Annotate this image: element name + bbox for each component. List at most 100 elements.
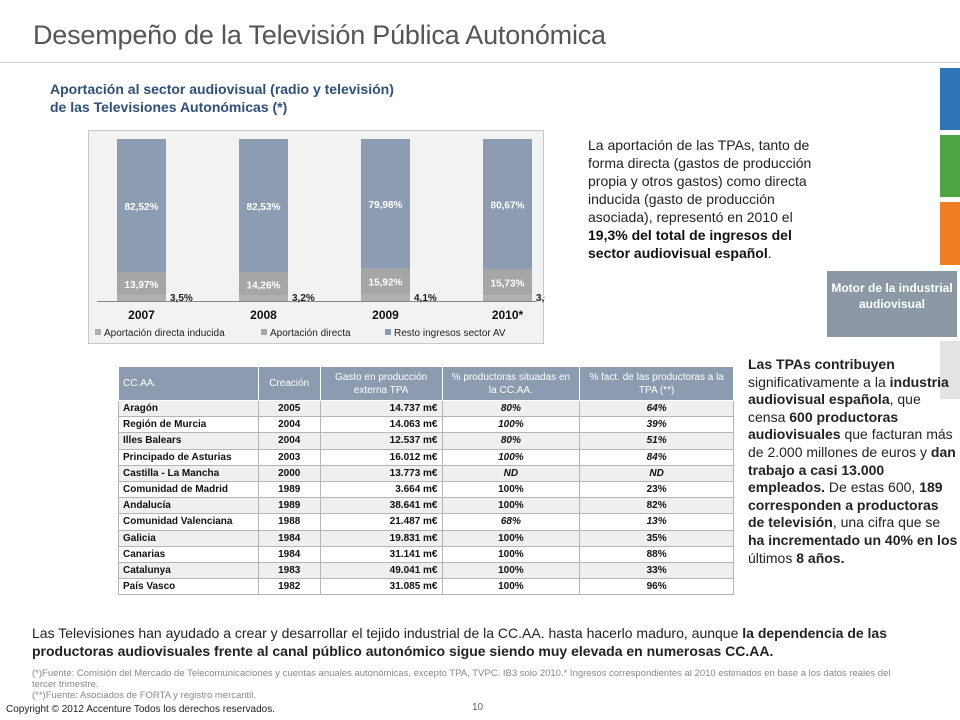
data-label: 14,26% [247,280,281,291]
side-tab-orange[interactable] [940,202,960,265]
tpa-bold-2: industria audiovisual española [748,373,949,408]
cell-gasto: 3.664 m€ [319,480,443,499]
cell-ccaa: Castilla - La Mancha [118,464,259,482]
table-row: Galicia 1984 19.831 m€ 100% 35% [118,529,734,547]
title-divider [0,62,960,63]
tpa-bold-3: 600 productoras audiovisuales [748,408,899,443]
cell-creacion: 1982 [257,578,321,596]
side-tab-green[interactable] [940,135,960,197]
side-tab-blue[interactable] [940,68,960,130]
bar-segment [117,139,166,273]
legend-label: Aportación directa [270,328,351,339]
bar-segment [483,295,532,301]
cell-gasto: 12.537 m€ [319,432,443,450]
cell-gasto: 13.773 m€ [319,464,443,482]
industry-paragraph: Las Televisiones han ayudado a crear y d… [32,624,932,660]
bar-segment [239,272,288,296]
x-tick-label: 2010* [492,308,524,322]
cell-ccaa: Andalucía [118,497,259,515]
motor-label[interactable]: Motor de la industrial audiovisual [827,271,957,337]
cell-pct-fact: 82% [579,497,734,515]
cell-creacion: 2005 [257,399,321,418]
x-tick-label: 2007 [128,308,155,322]
table-row: País Vasco 1982 31.085 m€ 100% 96% [118,578,734,596]
cell-pct-situadas: 100% [441,497,581,515]
legend-swatch [385,329,391,335]
cell-pct-situadas: 100% [441,529,581,547]
cell-ccaa: Canarias [118,545,259,563]
cell-ccaa: Aragón [118,399,259,418]
tpa-text-1: significativamente a la [748,373,890,390]
data-label: 82,53% [247,202,281,213]
cell-gasto: 31.141 m€ [319,545,443,563]
table-row: Catalunya 1983 49.041 m€ 100% 33% [118,561,734,580]
cell-ccaa: Galicia [118,529,259,547]
cell-gasto: 19.831 m€ [319,529,443,547]
cell-pct-situadas: 100% [441,578,581,596]
table-body: Aragón 2005 14.737 m€ 80% 64% Región de Murci… [118,399,734,596]
footnote-2: (**)Fuente: Asociados de FORTA y registr… [32,690,257,701]
cell-pct-fact: 64% [579,399,734,418]
tpa-text-4: De estas 600, [825,479,920,496]
data-label: 3,2% [292,293,315,304]
header-ccaa: CC.AA. [118,366,259,401]
page-number: 10 [472,702,484,713]
data-label: 4,1% [414,293,437,304]
table-row: Illes Balears 2004 12.537 m€ 80% 51% [118,432,734,450]
cell-creacion: 1984 [257,545,321,563]
data-label: 15,92% [369,277,403,288]
cell-ccaa: Illes Balears [118,432,259,450]
cell-pct-situadas: 100% [441,416,581,434]
chart-heading-line1: Aportación al sector audiovisual (radio … [50,81,394,97]
bar-segment [239,139,288,273]
table-row: Castilla - La Mancha 2000 13.773 m€ ND ND [118,464,734,482]
table-row: Principado de Asturias 2003 16.012 m€ 100% 8… [118,448,734,466]
cell-pct-fact: 23% [579,480,734,499]
legend-label: Aportación directa inducida [104,328,225,339]
cell-ccaa: Comunidad de Madrid [118,480,259,499]
tpa-text-5: , una cifra que se [832,514,941,531]
table-row: Aragón 2005 14.737 m€ 80% 64% [118,399,734,418]
bar-segment [361,268,410,295]
cell-pct-fact: 96% [579,578,734,596]
cell-pct-situadas: ND [441,464,581,482]
cell-pct-fact: 13% [579,513,734,531]
bar-segment [117,272,166,296]
cell-pct-fact: 51% [579,432,734,450]
data-label: 82,52% [125,202,159,213]
cell-creacion: 1989 [257,497,321,515]
contribution-bold: 19,3% del total de ingresos del sector a… [588,227,792,261]
industry-bold: la dependencia de las productoras audiov… [32,625,888,659]
cell-pct-situadas: 100% [441,545,581,563]
cell-creacion: 2004 [257,432,321,450]
tpa-text-2: , que censa [748,391,921,425]
side-tab-grey[interactable] [940,341,960,399]
cell-creacion: 2004 [257,416,321,434]
bar-segment [117,295,166,301]
tpa-bold-7: 8 años. [796,549,845,566]
table-row: Andalucía 1989 38.641 m€ 100% 82% [118,497,734,515]
tpa-text-3: que facturan más de 2.000 millones de eu… [748,426,953,460]
contribution-paragraph: La aportación de las TPAs, tanto de form… [588,136,816,262]
cell-gasto: 49.041 m€ [319,561,443,580]
stacked-bar-chart: 3,5% 13,97% 82,52% 2007 3,2% 14,26% 82,53% 2008… [88,130,545,344]
cell-ccaa: País Vasco [118,578,259,596]
table-row: Comunidad Valenciana 1988 21.487 m€ 68% 13% [118,513,734,531]
cell-ccaa: Región de Murcia [118,416,259,434]
tpa-bold-5: 189 corresponden a productoras de televi… [748,479,943,531]
copyright: Copyright © 2012 Accenture Todos los der… [6,704,276,715]
header-gasto: Gasto en producción externa TPA [319,366,443,401]
data-label: 80,67% [491,200,525,211]
chart-svg: 3,5% 13,97% 82,52% 2007 3,2% 14,26% 82,53% 2008… [95,139,545,339]
legend-label: Resto ingresos sector AV [394,328,506,339]
cell-gasto: 38.641 m€ [319,497,443,515]
x-tick-label: 2009 [372,308,399,322]
cell-pct-fact: 39% [579,416,734,434]
bar-segment [239,295,288,301]
cell-pct-fact: ND [579,464,734,482]
page-title: Desempeño de la Televisión Pública Auton… [33,20,606,50]
cell-creacion: 2000 [257,464,321,482]
tpa-bold-1: Las TPAs contribuyen [748,356,895,372]
tpa-text-6: últimos [748,549,797,566]
cell-gasto: 14.063 m€ [319,416,443,434]
